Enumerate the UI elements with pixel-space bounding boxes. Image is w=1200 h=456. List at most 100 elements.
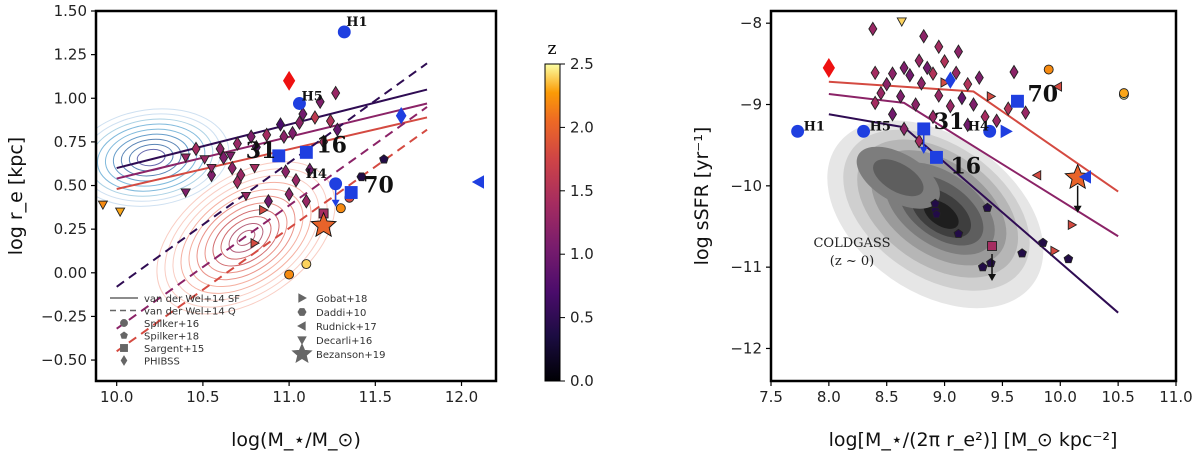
data-point [225, 151, 236, 162]
y-tick-label: 0.75 [54, 133, 87, 151]
data-point [114, 207, 126, 218]
data-point [310, 110, 320, 125]
y-tick-label: −0.25 [41, 307, 87, 325]
colorbar-tick-label: 0.5 [570, 309, 594, 327]
blue-point [395, 107, 407, 125]
y-tick-label: 1.00 [54, 89, 87, 107]
q-contour [236, 229, 256, 246]
quiescent-relation-line [116, 128, 428, 353]
limit-arrow-head [1073, 205, 1082, 213]
point-label: 31 [934, 109, 965, 135]
data-point [905, 67, 915, 83]
model-line [828, 92, 1119, 238]
colorbar-tick-label: 2.0 [570, 118, 594, 136]
data-point [232, 174, 242, 190]
data-point [356, 172, 367, 182]
point-label: H4 [306, 167, 327, 182]
data-point [319, 134, 329, 150]
coldgass-label: COLDGASS [813, 236, 890, 251]
data-point [1043, 64, 1054, 75]
data-point [180, 153, 191, 164]
data-point [301, 193, 311, 209]
highlight-diamond [282, 70, 296, 91]
redshift-colorbar: z 0.0 0.5 1.0 1.5 2.0 2.5 [544, 39, 594, 390]
blue-point [1000, 124, 1013, 139]
data-point [288, 125, 298, 141]
data-point [963, 76, 973, 92]
data-point [934, 88, 944, 103]
data-point [199, 155, 210, 165]
data-point [982, 202, 993, 212]
legend-label: PHIBSS [144, 357, 180, 368]
sf-contour [96, 118, 214, 197]
data-points [822, 17, 1129, 282]
blue-point [292, 97, 306, 110]
legend-label: Gobat+18 [316, 294, 367, 305]
y-tick-label: 0.50 [54, 177, 87, 195]
axis-ticks: 10.0 10.5 11.0 11.5 12.0 −0.50 −0.25 0.00 0.25 0.… [41, 2, 478, 406]
data-point [882, 76, 892, 92]
data-point [206, 164, 217, 174]
y-tick-label: −0.50 [41, 351, 87, 369]
x-tick-label: 10.0 [100, 388, 133, 406]
data-point [928, 66, 938, 81]
blue-point [857, 124, 871, 138]
highlight-points: H1 H5 H4 31 16 70 [246, 15, 485, 207]
legend-swatch [120, 344, 128, 352]
data-point [259, 204, 269, 216]
data-point [301, 259, 312, 270]
data-point [930, 198, 941, 208]
data-point [279, 129, 289, 145]
limit-arrow-head [919, 146, 928, 154]
legend-swatch [297, 321, 306, 331]
x-tick-label: 11.0 [272, 388, 305, 406]
legend-swatch [120, 331, 128, 339]
data-point [206, 167, 217, 183]
y-tick-label: −12 [730, 339, 762, 357]
data-point [876, 85, 886, 101]
axes-frame [769, 9, 1178, 383]
data-point [868, 21, 878, 37]
data-point [305, 162, 315, 178]
data-point [281, 164, 291, 179]
legend-label: Spilker+16 [144, 319, 199, 330]
y-tick-label: −10 [730, 177, 762, 195]
x-tick-label: 8.5 [875, 388, 899, 406]
data-point [1003, 101, 1013, 116]
data-point [957, 90, 967, 106]
data-point [914, 133, 924, 149]
data-point [291, 172, 301, 188]
data-point [931, 209, 942, 219]
x-tick-label: 10.5 [186, 388, 219, 406]
legend-swatch [120, 319, 128, 327]
data-point [97, 200, 109, 211]
highlight-diamond [822, 57, 835, 78]
blue-point [1078, 170, 1091, 184]
x-tick-label: 9.5 [990, 388, 1014, 406]
blue-point [917, 122, 931, 136]
data-point [1052, 81, 1063, 92]
data-point [992, 113, 1002, 129]
legend-label: Decarli+16 [316, 336, 372, 347]
y-tick-label: 0.00 [54, 264, 87, 282]
data-point [246, 129, 256, 145]
x-tick-label: 12.0 [445, 388, 478, 406]
data-point [298, 106, 308, 122]
x-axis-label: log[M_⋆/(2π r_e²)] [M_⊙ kpc⁻²] [829, 429, 1118, 451]
data-point [1009, 64, 1019, 80]
data-point [1031, 169, 1042, 181]
data-point [240, 191, 252, 202]
legend-label: van der Wel+14 Q [144, 307, 236, 318]
data-point [974, 70, 984, 86]
sf-contour [97, 123, 206, 192]
blue-point [983, 124, 997, 138]
legend-label: Bezanson+19 [316, 350, 386, 361]
data-point [887, 106, 898, 122]
data-point [1017, 248, 1027, 258]
x-tick-label: 10.5 [1101, 388, 1134, 406]
coldgass-redshift: (z ~ 0) [830, 254, 874, 269]
sf-contour [96, 108, 230, 207]
data-point [870, 95, 880, 111]
